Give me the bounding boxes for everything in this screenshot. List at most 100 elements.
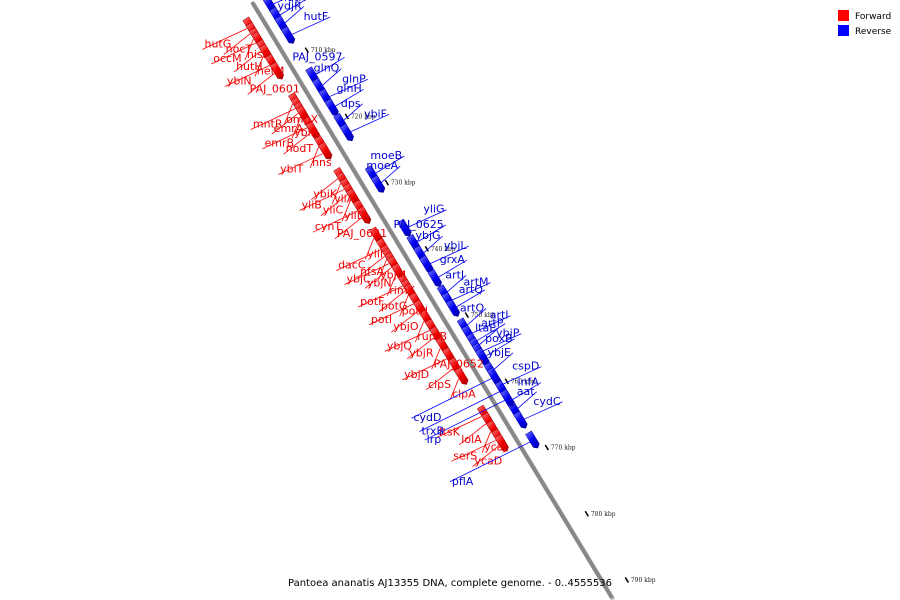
reverse-label-leader — [469, 315, 511, 335]
reverse-label-leader — [326, 78, 368, 99]
forward-label-leader — [262, 127, 308, 150]
tick-mark — [504, 378, 510, 385]
forward-label-leader — [425, 368, 453, 391]
forward-label-leader — [320, 194, 348, 216]
tick-label: 710 kbp — [311, 47, 336, 54]
forward-gene-label: ybjQ — [387, 339, 413, 352]
forward-label-leader — [334, 217, 362, 240]
tick-mark — [304, 47, 310, 54]
reverse-label-leader — [435, 259, 468, 280]
forward-gene-label: yliC — [323, 204, 344, 217]
forward-label-leader — [459, 423, 487, 446]
forward-label-leader — [299, 189, 345, 211]
forward-gene-label: potF — [360, 295, 384, 308]
reverse-label-leader — [514, 391, 537, 411]
reverse-gene-label: cspD — [512, 360, 539, 373]
legend-swatch-forward — [838, 10, 849, 21]
forward-label-leader — [283, 103, 293, 126]
reverse-label-leader — [427, 245, 469, 266]
reverse-gene-3 — [280, 25, 296, 44]
tick-mark — [384, 179, 390, 186]
reverse-label-leader — [340, 103, 363, 123]
reverse-label-leader — [424, 398, 509, 441]
reverse-gene-19 — [445, 298, 460, 317]
reverse-label-leader — [491, 352, 514, 372]
forward-label-leader — [364, 267, 392, 289]
forward-label-leader — [401, 358, 447, 381]
tick-mark — [544, 444, 550, 451]
forward-gene-label: ybjD — [404, 368, 429, 381]
reverse-gene-label: PAJ_0597 — [292, 50, 342, 63]
reverse-gene-16 — [427, 268, 442, 287]
reverse-label-leader — [347, 114, 390, 134]
reverse-gene-label: aat — [517, 385, 535, 398]
forward-gene-label: nodT — [286, 142, 314, 155]
forward-gene-label: ybjO — [393, 320, 419, 333]
forward-gene-label: hetM — [257, 65, 285, 78]
forward-gene-label: potH — [402, 304, 428, 317]
reverse-label-leader — [332, 88, 364, 109]
reverse-label-leader — [444, 275, 467, 295]
forward-gene-label: yliB — [302, 198, 322, 211]
tick-mark — [624, 577, 630, 583]
reverse-label-leader — [312, 57, 345, 77]
forward-gene-label: clpA — [452, 388, 476, 401]
reverse-gene-15 — [419, 255, 434, 273]
reverse-gene-label: moeA — [366, 159, 398, 172]
reverse-gene-label: ybjG — [415, 229, 440, 242]
reverse-gene-11 — [370, 174, 386, 193]
reverse-label-leader — [288, 16, 331, 37]
reverse-label-leader — [482, 338, 515, 359]
forward-gene-label: hns — [312, 156, 332, 169]
forward-label-leader — [233, 50, 261, 73]
forward-label-leader — [357, 285, 403, 308]
tick-label: 750 kbp — [471, 312, 496, 319]
reverse-gene-12 — [397, 218, 412, 237]
gene-features — [242, 0, 540, 452]
forward-label-leader — [223, 33, 251, 56]
reverse-label-leader — [319, 68, 342, 88]
forward-gene-label: occM — [213, 52, 241, 65]
tick-mark — [424, 245, 430, 252]
forward-label-leader — [291, 117, 301, 139]
forward-gene-7 — [269, 61, 284, 80]
forward-label-leader — [449, 378, 459, 400]
forward-gene-label: ycaD — [474, 455, 502, 468]
reverse-gene-label: moeB — [370, 149, 402, 162]
forward-label-leader — [344, 263, 390, 285]
forward-gene-label: serS — [453, 449, 477, 462]
reverse-label-leader — [419, 389, 503, 432]
reverse-gene-label: artI — [490, 309, 509, 322]
forward-label-leader — [283, 132, 311, 155]
reverse-label-leader — [282, 6, 305, 26]
forward-gene-label: mntR — [253, 118, 283, 131]
reverse-gene-label: glnH — [336, 82, 361, 95]
reverse-gene-33 — [499, 388, 515, 407]
forward-label-leader — [335, 249, 381, 271]
forward-label-leader — [378, 290, 406, 312]
genome-caption: Pantoea ananatis AJ13355 DNA, complete g… — [288, 578, 612, 589]
reverse-gene-label: ybjL — [444, 239, 468, 252]
forward-label-leader — [331, 183, 341, 205]
forward-label-leader — [211, 42, 256, 65]
tick-710: 710 kbp — [304, 47, 336, 54]
forward-label-leader — [407, 337, 435, 359]
forward-gene-22 — [356, 205, 372, 224]
reverse-label-leader — [479, 333, 522, 353]
forward-gene-label: ycaJ — [484, 441, 507, 454]
reverse-gene-label: ybiF — [364, 107, 387, 120]
reverse-gene-34 — [525, 430, 540, 449]
forward-gene-46 — [494, 433, 509, 452]
reverse-label-leader — [372, 155, 405, 176]
reverse-gene-label: hutH — [280, 0, 307, 4]
reverse-label-leader — [405, 209, 447, 229]
tick-label: 770 kbp — [551, 445, 576, 452]
reverse-label-leader — [476, 327, 499, 348]
forward-gene-label: PAJ_0621 — [337, 227, 387, 240]
forward-label-leader — [431, 348, 441, 370]
forward-gene-label: clpS — [428, 378, 451, 391]
reverse-gene-label: cydD — [413, 411, 441, 424]
reverse-label-leader — [509, 382, 542, 402]
tick-720: 720 kbp — [344, 113, 376, 120]
forward-label-leader — [391, 310, 419, 333]
